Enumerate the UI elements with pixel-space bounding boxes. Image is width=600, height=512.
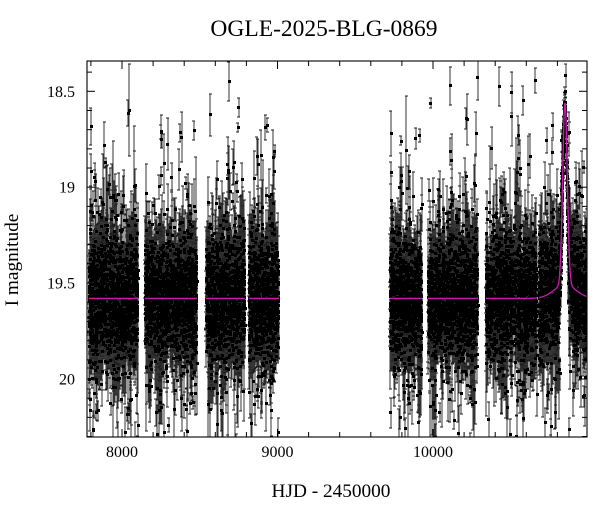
svg-text:I magnitude: I magnitude — [2, 214, 23, 307]
svg-text:10000: 10000 — [413, 444, 453, 461]
svg-text:OGLE-2025-BLG-0869: OGLE-2025-BLG-0869 — [210, 16, 437, 42]
svg-text:9000: 9000 — [262, 444, 294, 461]
svg-text:18.5: 18.5 — [47, 84, 75, 101]
svg-text:19: 19 — [59, 180, 75, 197]
svg-text:20: 20 — [59, 372, 75, 389]
svg-text:HJD - 2450000: HJD - 2450000 — [272, 481, 391, 502]
svg-text:19.5: 19.5 — [47, 276, 75, 293]
svg-text:8000: 8000 — [106, 444, 138, 461]
